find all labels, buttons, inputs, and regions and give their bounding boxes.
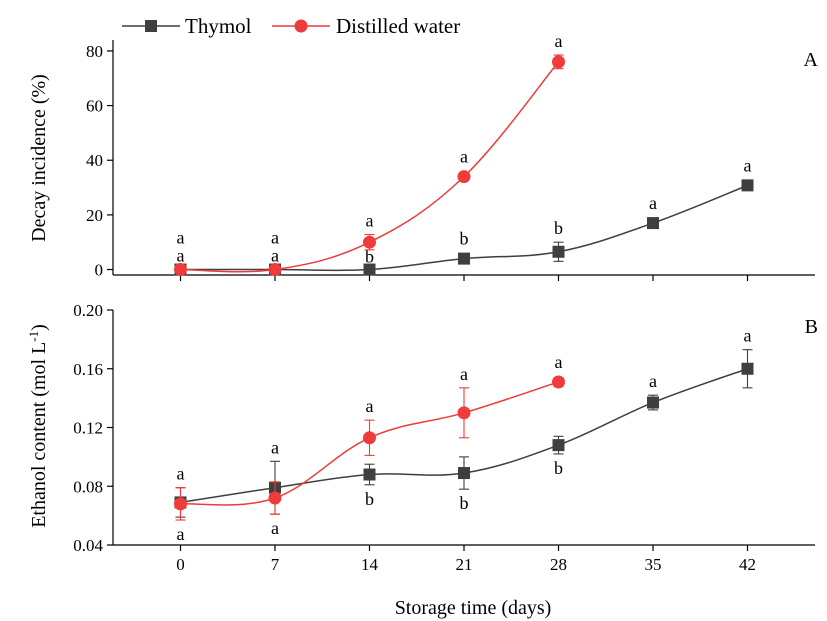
panel-b: 0.04 0.08 0.12 0.16 0.20 0 7 14 21 28 35 42 Ba a b b b a a… <box>73 301 818 574</box>
panel-b-ytick-label: 0.16 <box>73 360 103 379</box>
panel-a-ylabel: Decay incidence (%) <box>28 74 50 242</box>
panel-a-ytick-label: 60 <box>86 97 103 116</box>
significance-label: a <box>460 147 468 167</box>
data-point-thymol <box>647 217 659 230</box>
significance-label: a <box>649 371 657 391</box>
significance-label: a <box>271 246 279 266</box>
data-point-water <box>457 406 471 420</box>
legend-water-label: Distilled water <box>336 14 460 38</box>
x-tick-label: 21 <box>456 555 473 574</box>
data-point-water <box>363 431 376 445</box>
legend-thymol-label: Thymol <box>185 14 252 38</box>
legend-thymol-marker <box>145 20 157 32</box>
data-point-thymol <box>647 396 659 409</box>
data-point-thymol <box>363 468 376 481</box>
panel-b-ytick-label: 0.20 <box>73 301 103 320</box>
data-point-thymol <box>458 467 470 480</box>
significance-label: a <box>744 326 752 346</box>
data-point-water <box>174 497 187 511</box>
significance-label: a <box>555 352 563 372</box>
data-point-water <box>268 263 282 277</box>
panel-a-series-line-water <box>180 61 560 273</box>
x-tick-label: 0 <box>176 555 185 574</box>
significance-label: a <box>649 193 657 213</box>
significance-label: b <box>554 458 563 478</box>
panel-a-ytick-label: 40 <box>86 151 103 170</box>
significance-label: a <box>366 211 374 231</box>
panel-b-letter: B <box>805 316 818 338</box>
data-point-water <box>268 491 282 505</box>
data-point-water <box>457 170 471 184</box>
panel-a-letter: A <box>804 49 819 71</box>
significance-label: a <box>460 364 468 384</box>
significance-label: b <box>460 229 469 249</box>
x-tick-label: 42 <box>739 555 756 574</box>
significance-label: b <box>365 247 374 267</box>
significance-label: a <box>366 396 374 416</box>
significance-label: b <box>554 218 563 238</box>
data-point-water <box>363 235 376 249</box>
panel-a-ytick-label: 80 <box>86 42 103 61</box>
legend: Thymol Distilled water <box>122 14 460 38</box>
significance-label: a <box>271 437 279 457</box>
x-tick-label: 28 <box>550 555 567 574</box>
data-point-thymol <box>552 439 565 452</box>
data-point-thymol <box>458 252 470 265</box>
data-point-thymol <box>741 362 754 375</box>
data-point-water <box>552 55 565 69</box>
data-point-thymol <box>363 263 376 276</box>
panel-b-ytick-label: 0.08 <box>73 477 103 496</box>
legend-water-marker <box>294 19 308 33</box>
data-point-thymol <box>552 245 565 258</box>
significance-label: a <box>555 31 563 51</box>
data-point-thymol <box>741 179 754 192</box>
significance-label: a <box>271 228 279 248</box>
significance-label: b <box>460 493 469 513</box>
data-point-water <box>552 375 565 389</box>
panel-b-ytick-label: 0.12 <box>73 419 103 438</box>
panel-a-ytick-label: 20 <box>86 206 103 225</box>
panel-b-ytick-label: 0.04 <box>73 536 103 555</box>
significance-label: a <box>271 518 279 538</box>
x-tick-label: 35 <box>645 555 662 574</box>
significance-label: a <box>177 228 185 248</box>
x-tick-label: 7 <box>271 555 280 574</box>
significance-label: a <box>177 246 185 266</box>
data-point-water <box>174 263 187 277</box>
significance-label: b <box>365 489 374 509</box>
significance-label: a <box>177 464 185 484</box>
significance-label: a <box>744 155 752 175</box>
x-tick-label: 14 <box>361 555 379 574</box>
significance-label: a <box>177 524 185 544</box>
panel-b-ylabel: Ethanol content (mol L-1) <box>26 324 50 528</box>
panel-a-ytick-label: 0 <box>95 261 104 280</box>
x-axis-title: Storage time (days) <box>395 597 552 619</box>
